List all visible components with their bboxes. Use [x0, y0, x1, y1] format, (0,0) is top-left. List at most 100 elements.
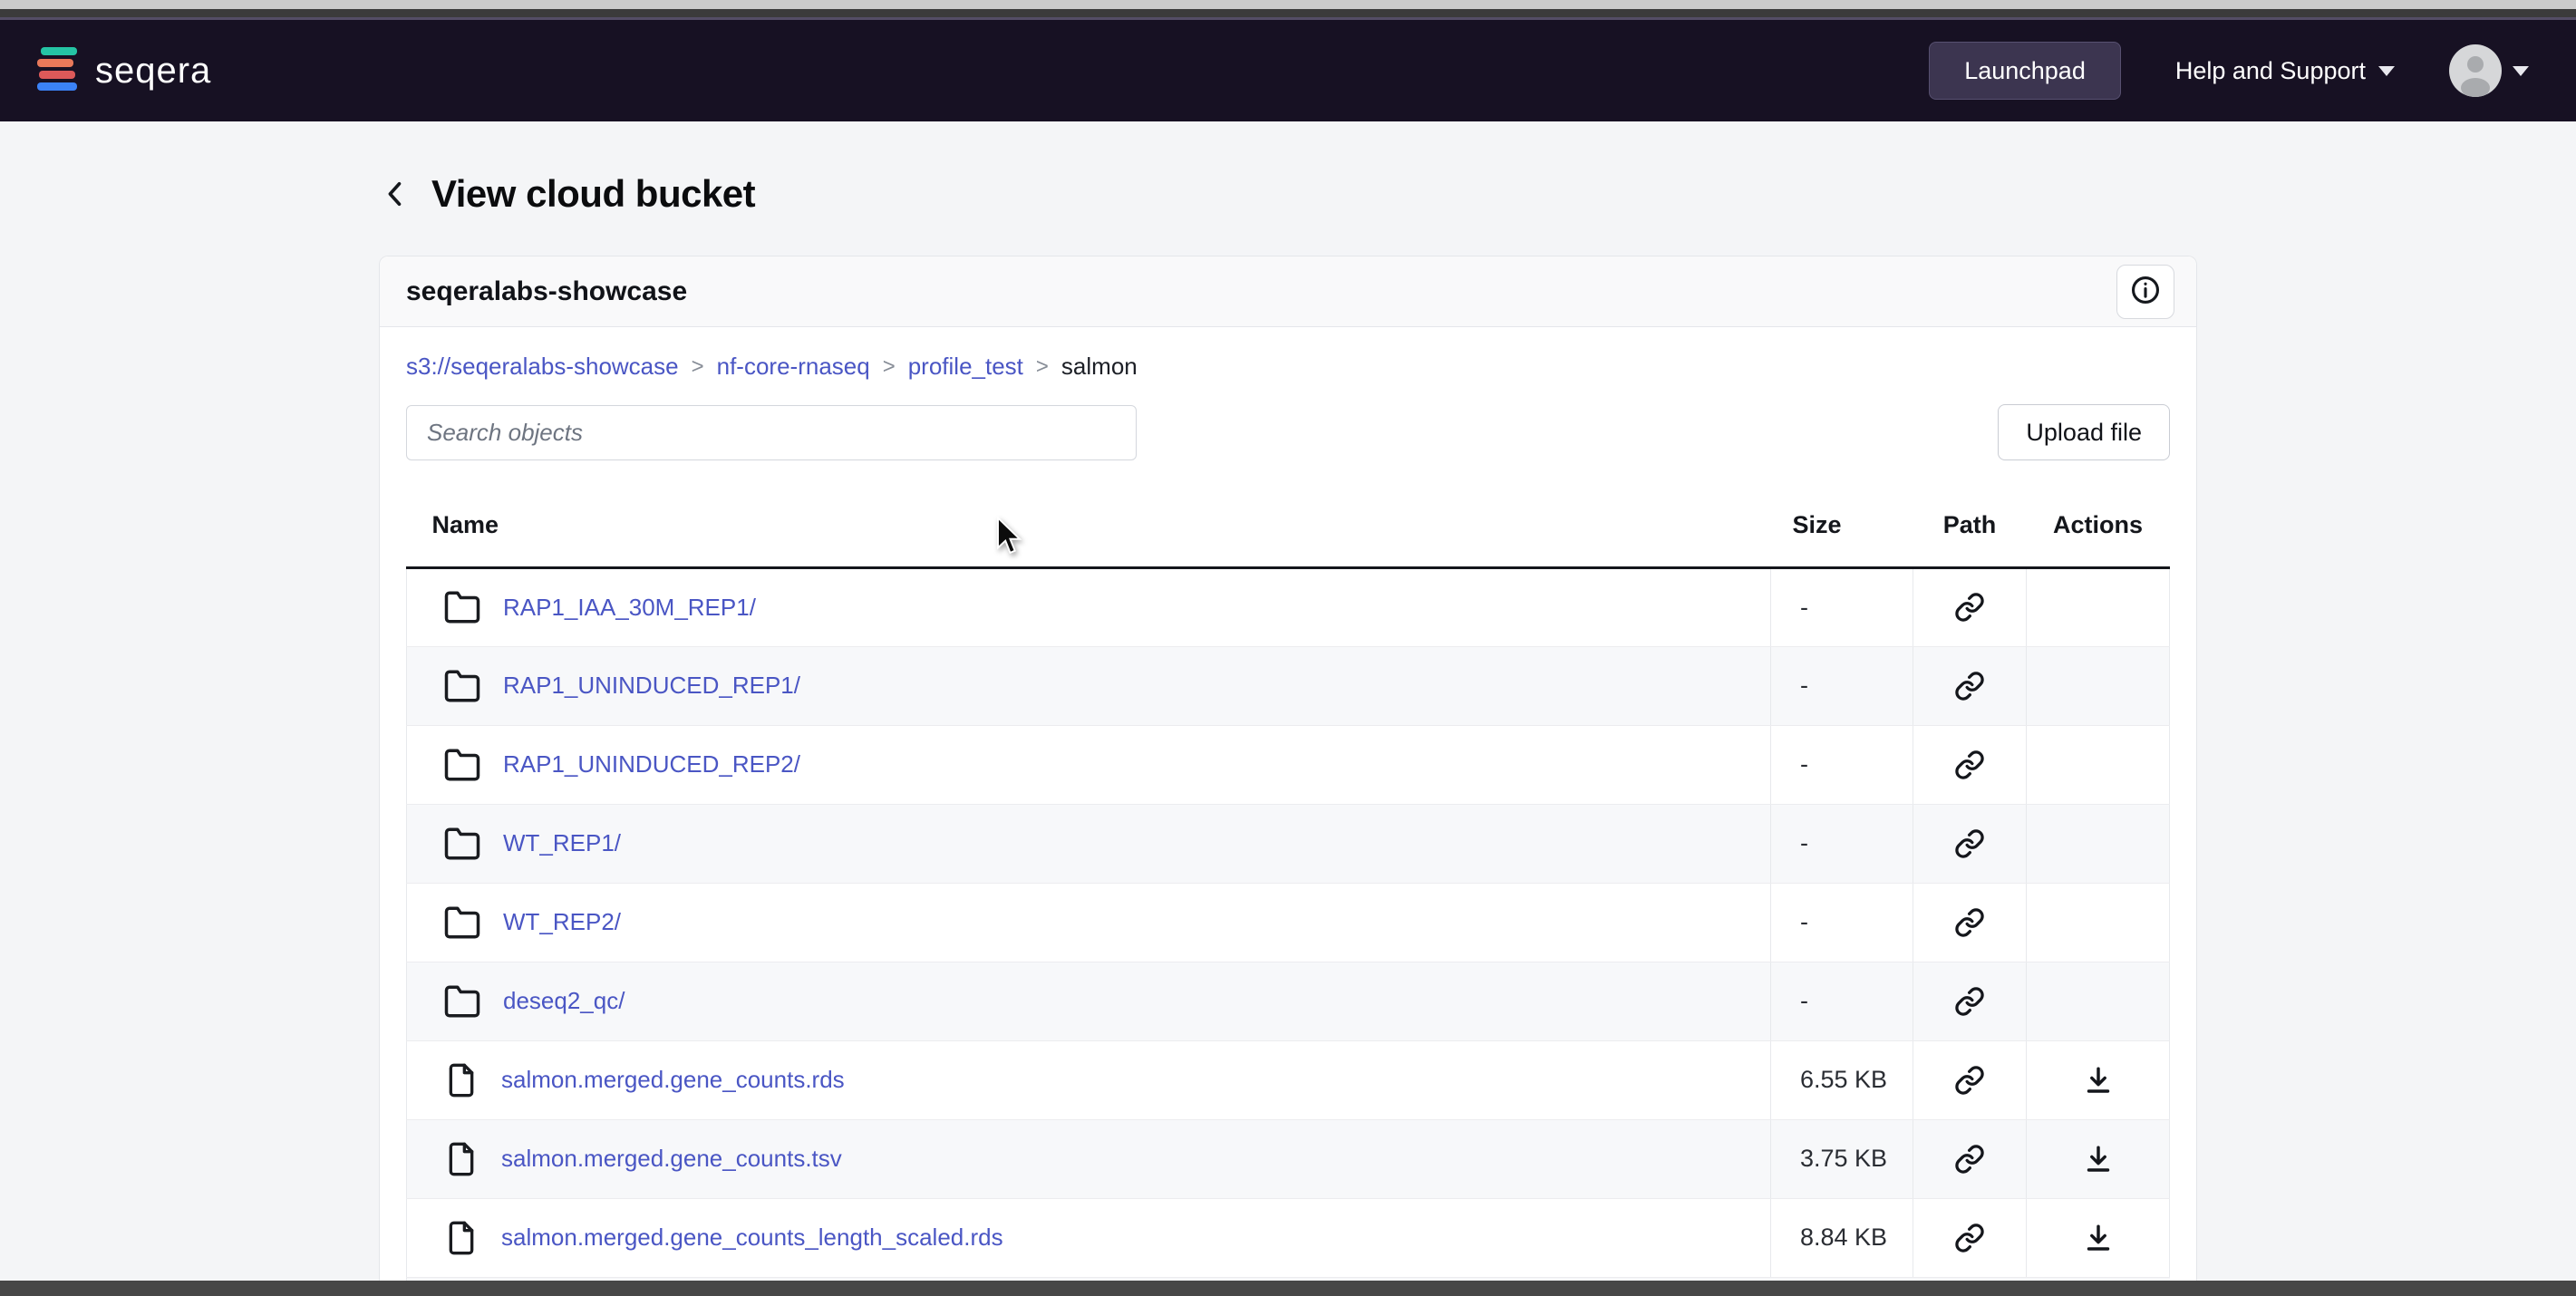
chevron-left-icon — [383, 181, 408, 213]
breadcrumb-separator: > — [691, 353, 704, 379]
back-button[interactable] — [379, 174, 412, 214]
upload-file-button[interactable]: Upload file — [1998, 404, 2170, 460]
actions-cell — [2026, 646, 2170, 726]
object-link[interactable]: salmon.merged.gene_counts.rds — [501, 1066, 845, 1093]
table-header-row: Name Size Path Actions — [406, 484, 2170, 569]
breadcrumb-link[interactable]: nf-core-rnaseq — [716, 353, 870, 380]
table-row: RAP1_UNINDUCED_REP2/ - — [406, 725, 2170, 805]
folder-icon — [443, 667, 481, 705]
info-icon — [2130, 275, 2161, 308]
brand-name: seqera — [95, 50, 212, 91]
user-menu[interactable] — [2449, 44, 2529, 97]
folder-icon — [443, 746, 481, 784]
copy-path-button[interactable] — [1949, 665, 1990, 707]
table-row: RAP1_UNINDUCED_REP1/ - — [406, 646, 2170, 726]
actions-cell — [2026, 962, 2170, 1041]
table-row: WT_REP2/ - — [406, 883, 2170, 962]
avatar — [2449, 44, 2502, 97]
copy-path-button[interactable] — [1949, 902, 1990, 943]
actions-cell — [2026, 1119, 2170, 1199]
size-cell: - — [1770, 804, 1913, 884]
size-cell: 3.75 KB — [1770, 1119, 1913, 1199]
size-cell: - — [1770, 962, 1913, 1041]
object-link[interactable]: salmon.merged.gene_counts.tsv — [501, 1145, 842, 1172]
chevron-down-icon — [2513, 65, 2529, 76]
bucket-card: seqeralabs-showcase s3://seqeralabs-show… — [379, 256, 2197, 1296]
bucket-name: seqeralabs-showcase — [406, 276, 688, 306]
info-button[interactable] — [2116, 264, 2174, 319]
file-icon — [443, 1219, 479, 1257]
main-content: View cloud bucket seqeralabs-showcase s3… — [0, 167, 2576, 1296]
copy-path-button[interactable] — [1949, 744, 1990, 786]
copy-path-button[interactable] — [1949, 1217, 1990, 1259]
object-link[interactable]: WT_REP2/ — [503, 908, 622, 935]
download-button[interactable] — [2077, 1137, 2120, 1181]
download-icon — [2082, 1067, 2115, 1099]
launchpad-button[interactable]: Launchpad — [1929, 42, 2121, 100]
search-input[interactable] — [406, 404, 1137, 460]
browser-edge-strip — [0, 0, 2576, 9]
link-icon — [1954, 671, 1985, 704]
table-row: RAP1_IAA_30M_REP1/ - — [406, 567, 2170, 647]
download-button[interactable] — [2077, 1216, 2120, 1260]
folder-icon — [443, 825, 481, 863]
breadcrumb: s3://seqeralabs-showcase > nf-core-rnaseq >… — [406, 353, 2170, 381]
column-header-size: Size — [1770, 484, 1913, 569]
actions-cell — [2026, 567, 2170, 647]
breadcrumb-link[interactable]: profile_test — [907, 353, 1023, 380]
breadcrumb-link[interactable]: s3://seqeralabs-showcase — [406, 353, 679, 380]
seqera-logo[interactable]: seqera — [34, 45, 211, 96]
object-link[interactable]: RAP1_UNINDUCED_REP2/ — [503, 750, 800, 778]
objects-table: Name Size Path Actions RAP1_IAA_30M_REP1… — [406, 484, 2170, 1296]
breadcrumb-separator: > — [882, 353, 896, 379]
size-cell: - — [1770, 883, 1913, 962]
table-row: salmon.merged.gene_counts.tsv 3.75 KB — [406, 1119, 2170, 1199]
column-header-actions: Actions — [2026, 484, 2170, 569]
link-icon — [1954, 986, 1985, 1020]
copy-path-button[interactable] — [1949, 981, 1990, 1022]
download-icon — [2082, 1146, 2115, 1178]
object-link[interactable]: RAP1_UNINDUCED_REP1/ — [503, 672, 800, 699]
help-and-support-menu[interactable]: Help and Support — [2175, 57, 2395, 85]
copy-path-button[interactable] — [1949, 823, 1990, 865]
size-cell: 6.55 KB — [1770, 1040, 1913, 1120]
link-icon — [1954, 593, 1985, 625]
bucket-card-body: s3://seqeralabs-showcase > nf-core-rnaseq >… — [380, 327, 2196, 1296]
link-icon — [1954, 1065, 1985, 1098]
page-header: View cloud bucket — [379, 167, 2197, 221]
copy-path-button[interactable] — [1949, 1059, 1990, 1101]
actions-cell — [2026, 725, 2170, 805]
object-link[interactable]: RAP1_IAA_30M_REP1/ — [503, 593, 756, 621]
navbar-right: Launchpad Help and Support — [1929, 42, 2529, 100]
table-row: WT_REP1/ - — [406, 804, 2170, 884]
download-icon — [2082, 1224, 2115, 1257]
column-header-path: Path — [1913, 484, 2027, 569]
folder-icon — [443, 982, 481, 1020]
download-button[interactable] — [2077, 1059, 2120, 1102]
chevron-down-icon — [2378, 65, 2395, 76]
seqera-logo-icon — [34, 45, 81, 96]
size-cell: - — [1770, 646, 1913, 726]
table-row: salmon.merged.gene_counts.rds 6.55 KB — [406, 1040, 2170, 1120]
object-link[interactable]: deseq2_qc/ — [503, 987, 625, 1014]
actions-cell — [2026, 1040, 2170, 1120]
link-icon — [1954, 1144, 1985, 1177]
actions-cell — [2026, 804, 2170, 884]
copy-path-button[interactable] — [1949, 586, 1990, 628]
link-icon — [1954, 907, 1985, 941]
object-link[interactable]: salmon.merged.gene_counts_length_scaled.… — [501, 1223, 1003, 1251]
browser-edge-strip-dark — [0, 9, 2576, 17]
breadcrumb-current: salmon — [1060, 353, 1138, 380]
breadcrumb-separator: > — [1035, 353, 1049, 379]
horizontal-scrollbar[interactable] — [0, 1281, 2576, 1296]
link-icon — [1954, 828, 1985, 862]
top-navbar: seqera Launchpad Help and Support — [0, 20, 2576, 121]
object-link[interactable]: WT_REP1/ — [503, 829, 622, 856]
size-cell: - — [1770, 725, 1913, 805]
folder-icon — [443, 904, 481, 942]
help-and-support-label: Help and Support — [2174, 56, 2366, 84]
copy-path-button[interactable] — [1949, 1138, 1990, 1180]
table-row: salmon.merged.gene_counts_length_scaled.… — [406, 1198, 2170, 1278]
column-header-name: Name — [406, 484, 1771, 569]
folder-icon — [443, 588, 481, 626]
